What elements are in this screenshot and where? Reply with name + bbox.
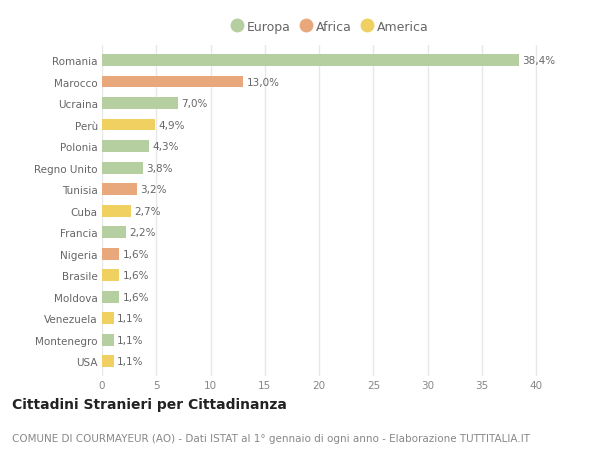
Bar bbox=[102, 141, 149, 153]
Text: 13,0%: 13,0% bbox=[247, 78, 280, 87]
Text: 7,0%: 7,0% bbox=[181, 99, 208, 109]
Text: 1,6%: 1,6% bbox=[122, 270, 149, 280]
Bar bbox=[102, 291, 119, 303]
Text: 1,6%: 1,6% bbox=[122, 249, 149, 259]
Text: 1,6%: 1,6% bbox=[122, 292, 149, 302]
Text: 3,8%: 3,8% bbox=[146, 163, 173, 173]
Text: 38,4%: 38,4% bbox=[522, 56, 555, 66]
Text: 3,2%: 3,2% bbox=[140, 185, 167, 195]
Bar bbox=[102, 55, 519, 67]
Bar bbox=[102, 162, 143, 174]
Text: 2,2%: 2,2% bbox=[129, 228, 155, 238]
Text: 4,3%: 4,3% bbox=[152, 142, 178, 152]
Bar bbox=[102, 184, 137, 196]
Text: 2,7%: 2,7% bbox=[134, 206, 161, 216]
Text: 1,1%: 1,1% bbox=[117, 313, 144, 324]
Bar bbox=[102, 355, 114, 367]
Text: Cittadini Stranieri per Cittadinanza: Cittadini Stranieri per Cittadinanza bbox=[12, 397, 287, 412]
Bar bbox=[102, 205, 131, 217]
Bar bbox=[102, 248, 119, 260]
Text: 1,1%: 1,1% bbox=[117, 335, 144, 345]
Text: COMUNE DI COURMAYEUR (AO) - Dati ISTAT al 1° gennaio di ogni anno - Elaborazione: COMUNE DI COURMAYEUR (AO) - Dati ISTAT a… bbox=[12, 433, 530, 442]
Text: 1,1%: 1,1% bbox=[117, 356, 144, 366]
Bar bbox=[102, 269, 119, 281]
Bar bbox=[102, 119, 155, 131]
Bar bbox=[102, 98, 178, 110]
Legend: Europa, Africa, America: Europa, Africa, America bbox=[227, 16, 433, 39]
Bar bbox=[102, 77, 243, 88]
Bar bbox=[102, 227, 126, 239]
Text: 4,9%: 4,9% bbox=[158, 120, 185, 130]
Bar bbox=[102, 334, 114, 346]
Bar bbox=[102, 313, 114, 325]
